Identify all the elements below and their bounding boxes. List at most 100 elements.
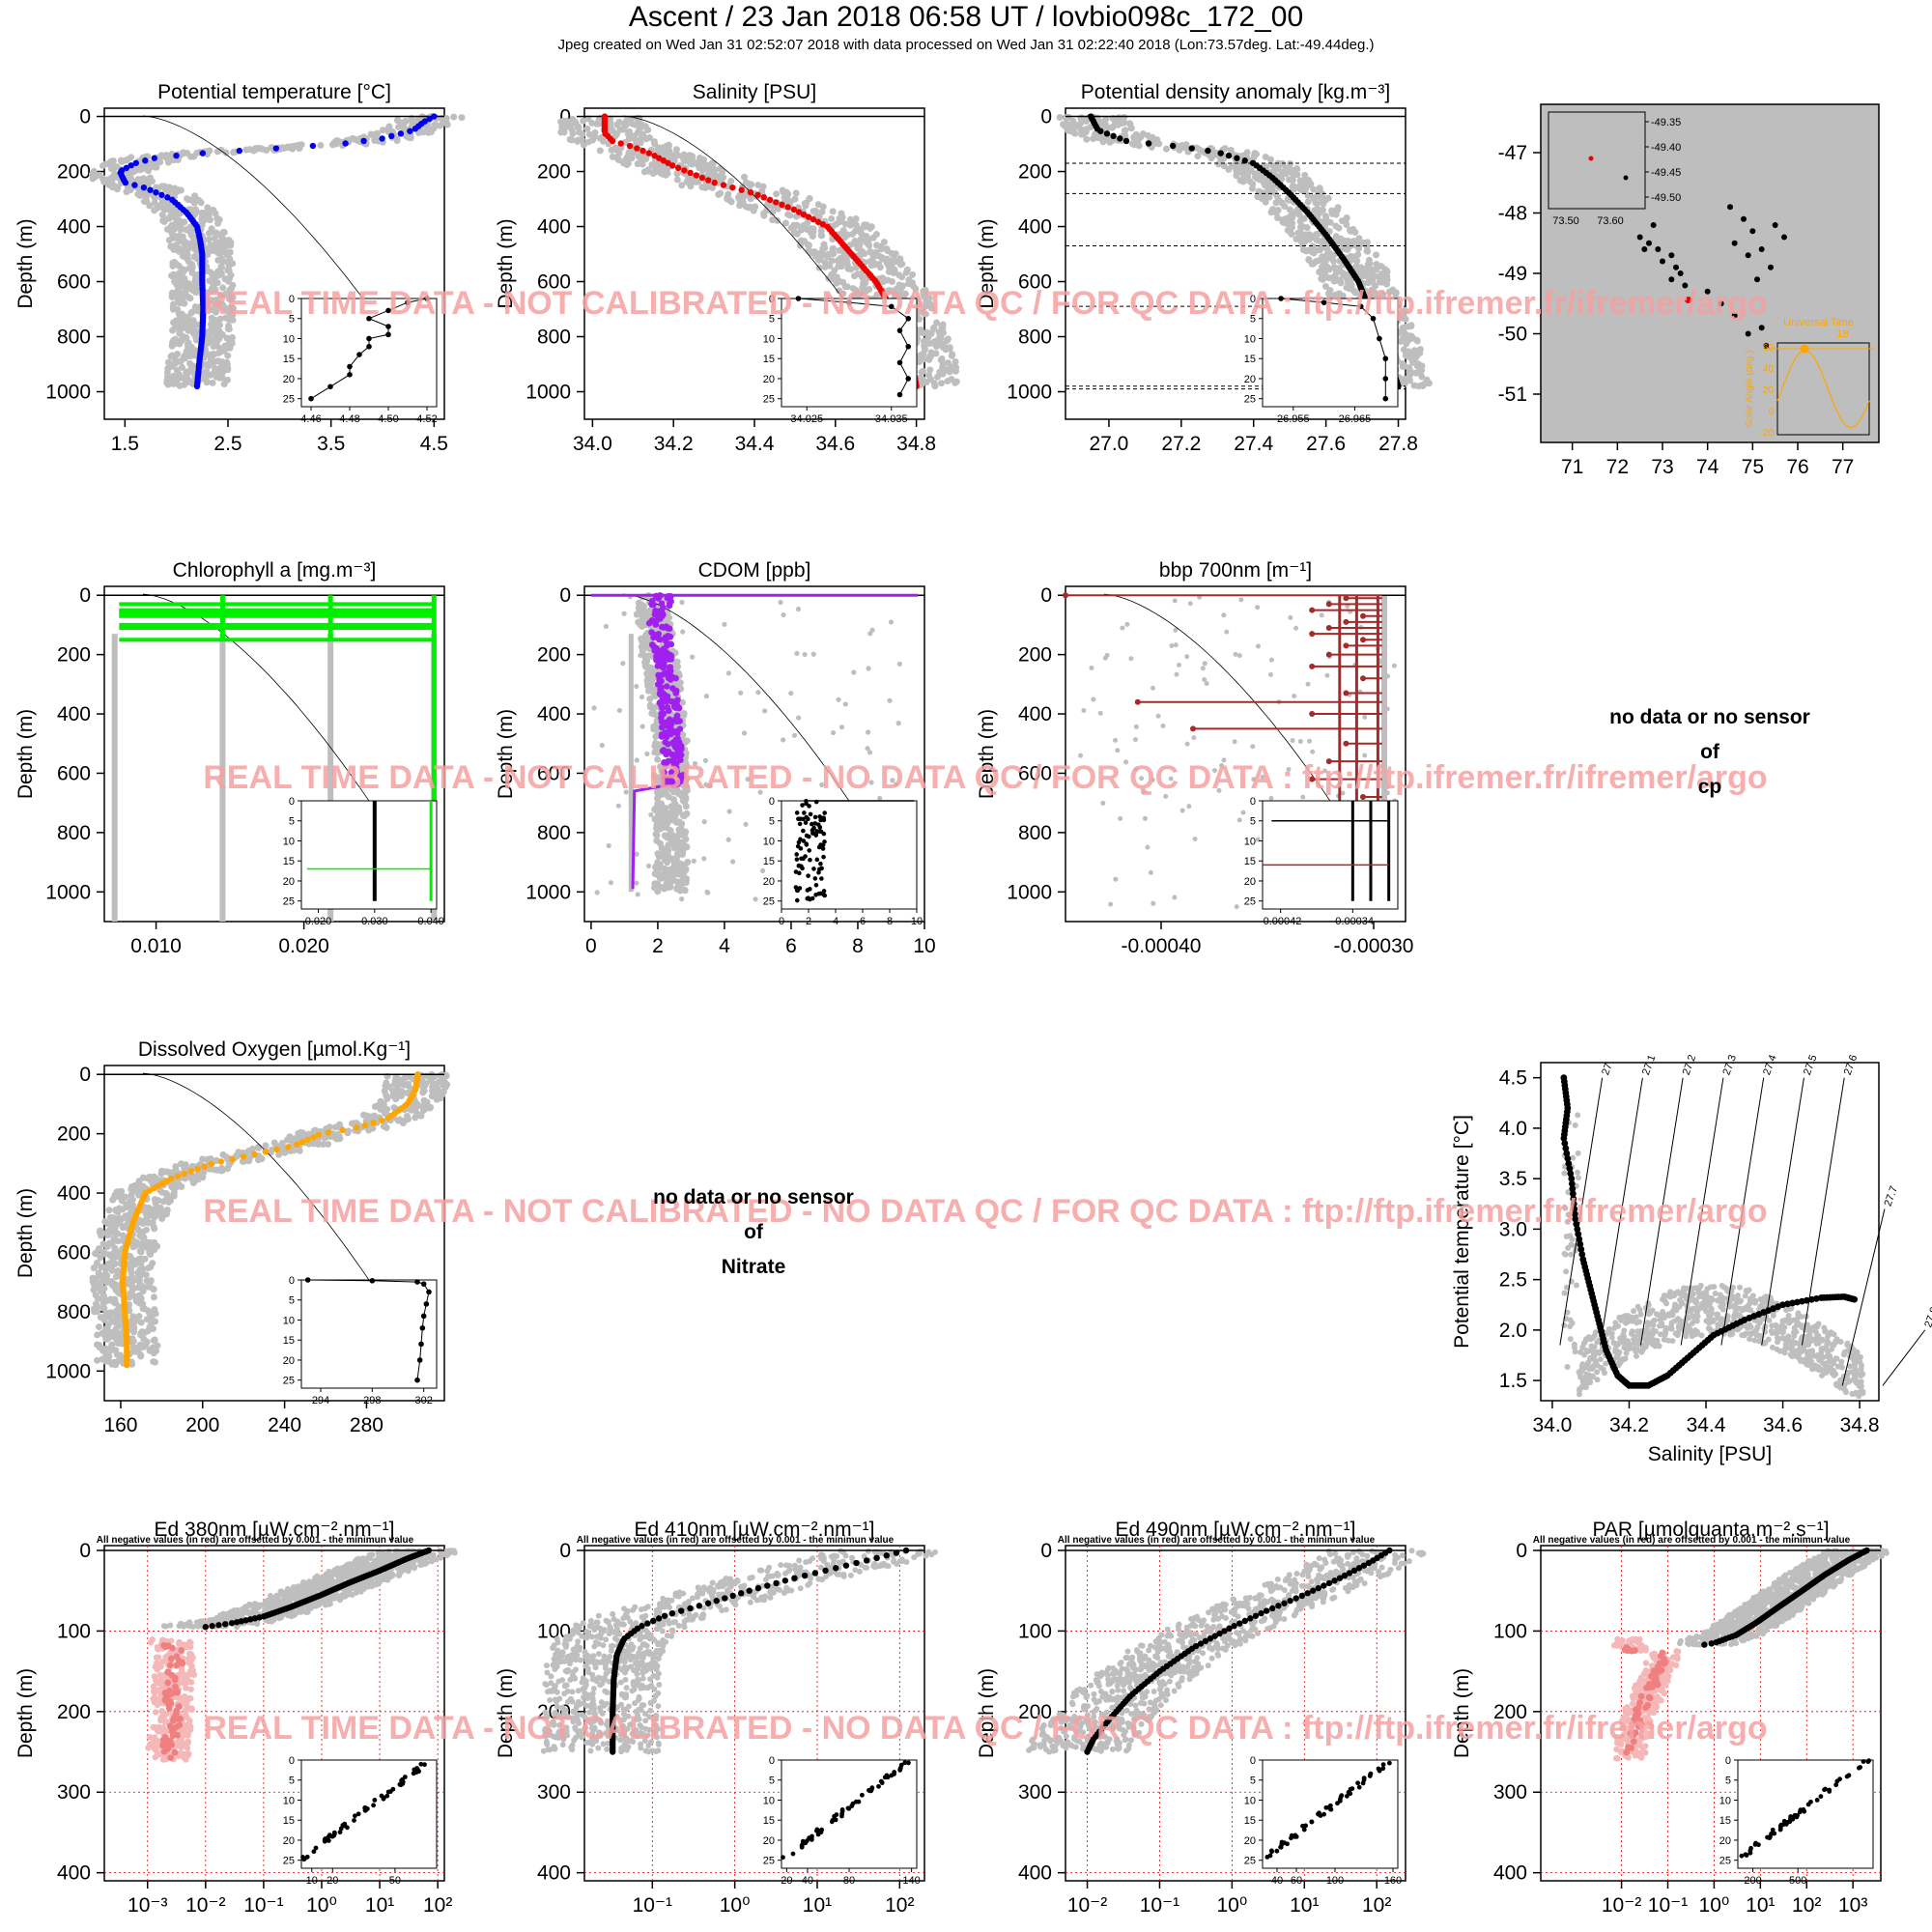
- history-point: [938, 380, 946, 387]
- history-point: [163, 373, 171, 381]
- history-point: [1330, 264, 1338, 271]
- data-point: [617, 140, 624, 147]
- history-point: [1128, 656, 1134, 662]
- x-tick-label: 34.8: [896, 433, 936, 455]
- history-point: [394, 116, 402, 124]
- data-point: [1360, 612, 1366, 619]
- y-tick-label: 0: [79, 106, 91, 128]
- history-point: [1288, 614, 1293, 620]
- history-point: [741, 730, 748, 736]
- history-point: [187, 343, 195, 351]
- history-point: [1182, 141, 1190, 149]
- inset-point: [817, 814, 822, 819]
- y-tick-label: 1000: [45, 881, 91, 903]
- history-point: [836, 696, 841, 702]
- subtitle: Jpeg created on Wed Jan 31 02:52:07 2018…: [557, 37, 1375, 53]
- history-point: [839, 227, 847, 235]
- history-point: [122, 156, 129, 164]
- history-point: [1267, 671, 1273, 677]
- history-point: [574, 123, 582, 130]
- history-point: [1310, 749, 1316, 754]
- history-point: [203, 367, 211, 375]
- history-point: [675, 818, 683, 826]
- data-point: [140, 184, 148, 191]
- inset-y-label: 25: [763, 394, 775, 406]
- y-tick-label: 1000: [45, 382, 91, 404]
- history-point: [664, 820, 671, 828]
- x-tick-label: 0: [585, 935, 597, 957]
- history-point: [1305, 681, 1311, 687]
- history-point: [866, 666, 871, 671]
- inset-point: [803, 854, 808, 859]
- history-point: [1406, 367, 1414, 375]
- history-point: [221, 342, 229, 350]
- inset-x-label: 8: [887, 916, 893, 927]
- history-point: [229, 316, 237, 324]
- history-point: [616, 707, 623, 714]
- inset-point: [804, 814, 810, 820]
- history-point: [402, 118, 410, 126]
- locator-y-label: -49.40: [1651, 142, 1681, 154]
- inset-point: [821, 854, 826, 860]
- data-point: [1225, 152, 1233, 159]
- inset-point: [1382, 376, 1389, 382]
- history-point: [1423, 376, 1431, 384]
- data-point: [670, 703, 678, 710]
- history-point: [176, 298, 184, 306]
- history-point: [641, 659, 649, 667]
- y-tick-label: 800: [537, 327, 571, 349]
- history-point: [215, 216, 223, 224]
- history-point: [685, 179, 693, 186]
- x-tick-label: 27.8: [1378, 433, 1418, 455]
- history-point: [129, 168, 137, 176]
- history-point: [802, 651, 808, 658]
- data-point: [173, 152, 180, 159]
- inset-x-label: 4: [833, 916, 838, 927]
- history-point: [681, 862, 687, 867]
- history-point: [1318, 274, 1325, 282]
- history-point: [656, 813, 662, 819]
- data-point: [729, 184, 736, 191]
- history-point: [896, 661, 902, 668]
- history-point: [1292, 694, 1297, 699]
- history-point: [367, 130, 375, 138]
- history-point: [704, 889, 710, 895]
- history-point: [926, 366, 934, 374]
- history-point: [1240, 810, 1246, 815]
- inset-point: [814, 857, 820, 863]
- history-point: [658, 803, 666, 810]
- inset-x-label: 6: [860, 916, 866, 927]
- history-point: [193, 307, 201, 315]
- history-point: [826, 262, 834, 270]
- history-point: [173, 366, 181, 374]
- y-tick-label: 800: [1018, 822, 1052, 844]
- data-point: [1188, 145, 1195, 152]
- history-point: [317, 141, 325, 149]
- history-point: [1221, 612, 1227, 618]
- history-point: [1091, 696, 1096, 702]
- data-point: [693, 172, 700, 179]
- history-point: [639, 637, 644, 643]
- history-point: [184, 368, 191, 376]
- history-point: [1336, 276, 1344, 284]
- data-point: [132, 159, 139, 166]
- y-tick-label: 800: [57, 1301, 91, 1323]
- history-point: [1173, 642, 1179, 648]
- inset-y-label: 15: [283, 856, 295, 867]
- history-point: [128, 154, 135, 161]
- history-point: [256, 145, 264, 153]
- history-point: [184, 195, 191, 203]
- data-point: [193, 383, 201, 390]
- history-point: [1144, 131, 1151, 139]
- track-point: [1749, 228, 1756, 235]
- data-point: [653, 617, 660, 624]
- history-point: [619, 126, 627, 133]
- history-point: [165, 237, 173, 244]
- history-point: [181, 274, 188, 282]
- data-point: [665, 632, 671, 639]
- x-tick-label: 4.5: [420, 433, 448, 455]
- inset-y-label: 0: [289, 294, 295, 305]
- solar-time-value: 18: [1836, 328, 1848, 340]
- history-point: [579, 130, 586, 138]
- history-point: [1405, 332, 1412, 340]
